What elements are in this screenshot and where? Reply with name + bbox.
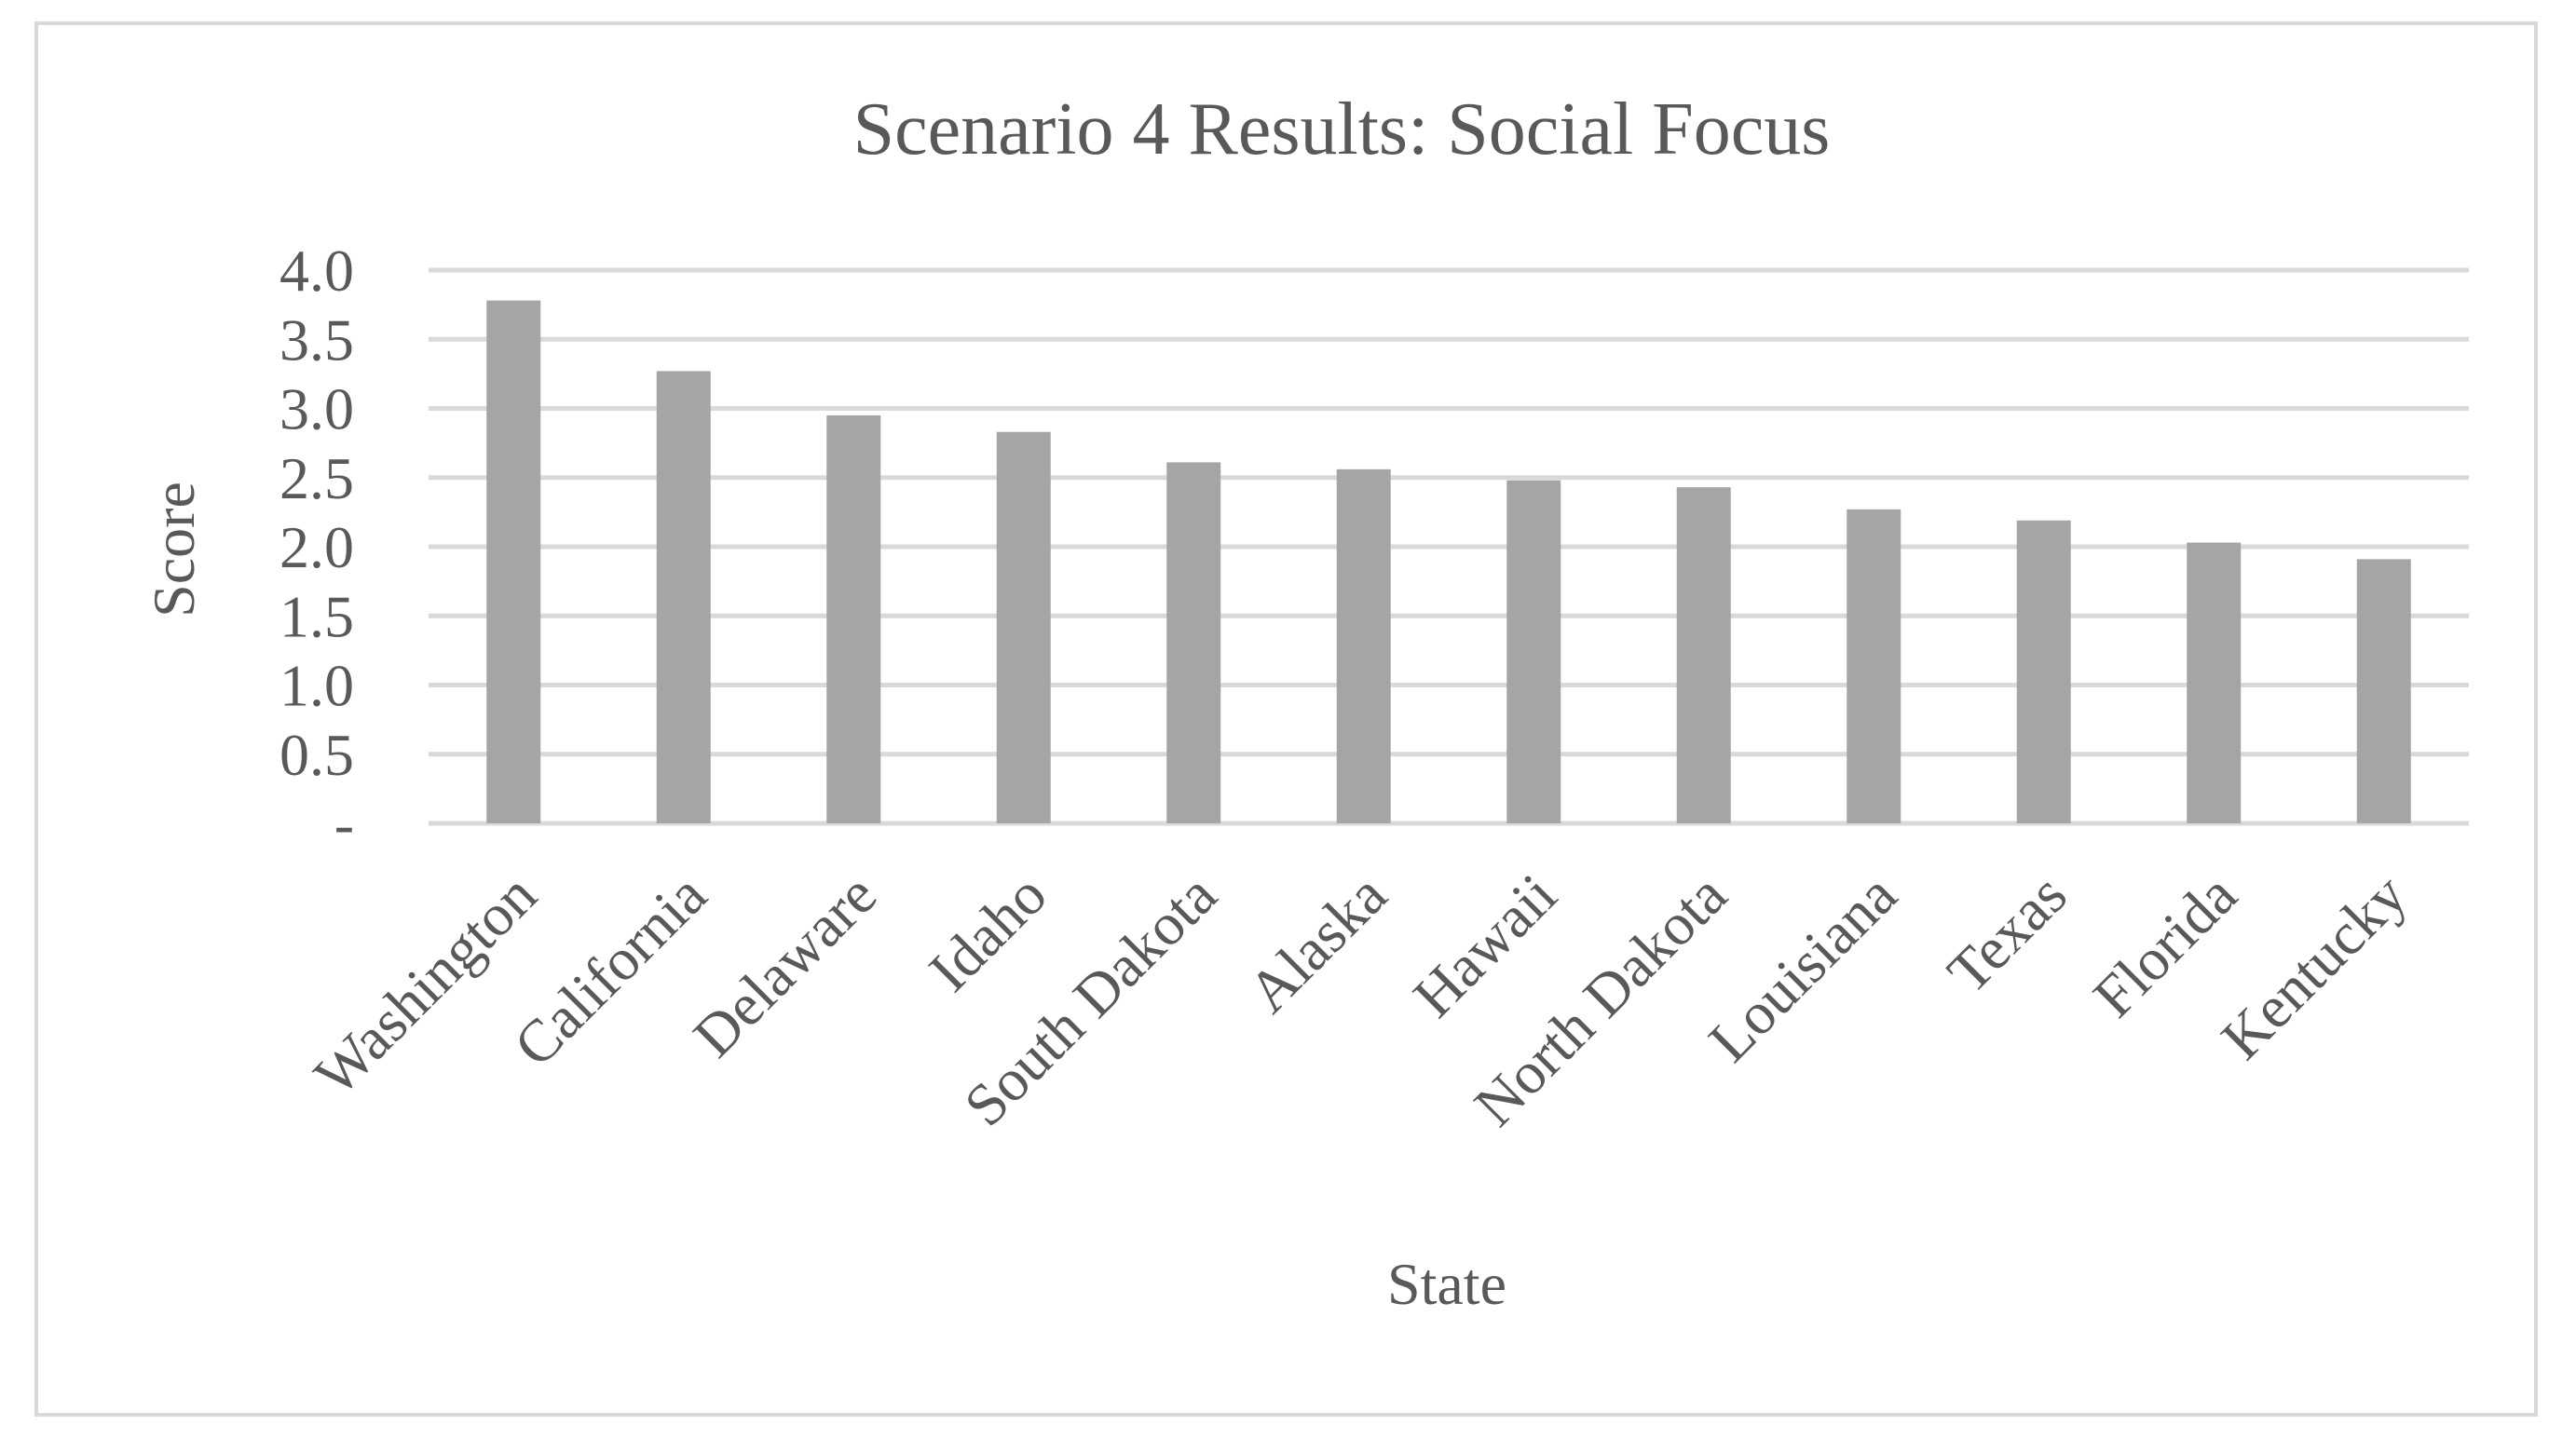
bar-kentucky — [2356, 559, 2411, 823]
bar-louisiana — [1847, 509, 1901, 823]
y-tick-label: 3.0 — [279, 376, 354, 442]
y-tick-label: 2.0 — [279, 514, 354, 580]
bar-idaho — [996, 431, 1051, 823]
bar-california — [656, 371, 711, 823]
x-tick-label: Washington — [302, 862, 549, 1108]
x-axis-title: State — [1387, 1251, 1506, 1317]
bars — [486, 300, 2411, 823]
y-tick-label: 1.0 — [279, 653, 354, 719]
chart-title: Scenario 4 Results: Social Focus — [853, 88, 1831, 170]
bar-south-dakota — [1166, 462, 1221, 823]
chart-frame — [34, 21, 2538, 1417]
y-axis-title: Score — [141, 482, 207, 618]
bar-texas — [2016, 520, 2071, 823]
gridlines — [429, 267, 2469, 826]
y-tick-label: - — [334, 791, 354, 857]
y-axis-ticks: -0.51.01.52.02.53.03.54.0 — [279, 238, 354, 857]
bar-florida — [2187, 542, 2242, 823]
x-tick-label: Kentucky — [2209, 862, 2419, 1072]
y-tick-label: 0.5 — [279, 722, 354, 788]
x-tick-label: Delaware — [681, 862, 890, 1070]
bar-delaware — [826, 414, 881, 823]
x-tick-label: Florida — [2080, 862, 2249, 1030]
bar-hawaii — [1506, 480, 1561, 823]
bar-washington — [486, 300, 541, 823]
x-tick-label: Louisiana — [1696, 862, 1909, 1075]
x-tick-label: Idaho — [916, 862, 1058, 1004]
y-tick-label: 2.5 — [279, 445, 354, 511]
x-tick-label: Alaska — [1235, 862, 1399, 1025]
x-tick-label: Texas — [1935, 862, 2079, 1006]
bar-north-dakota — [1676, 487, 1731, 823]
y-tick-label: 4.0 — [279, 238, 354, 304]
y-tick-label: 1.5 — [279, 583, 354, 649]
bar-alaska — [1336, 468, 1391, 823]
x-tick-label: Hawaii — [1400, 862, 1569, 1030]
y-tick-label: 3.5 — [279, 306, 354, 373]
